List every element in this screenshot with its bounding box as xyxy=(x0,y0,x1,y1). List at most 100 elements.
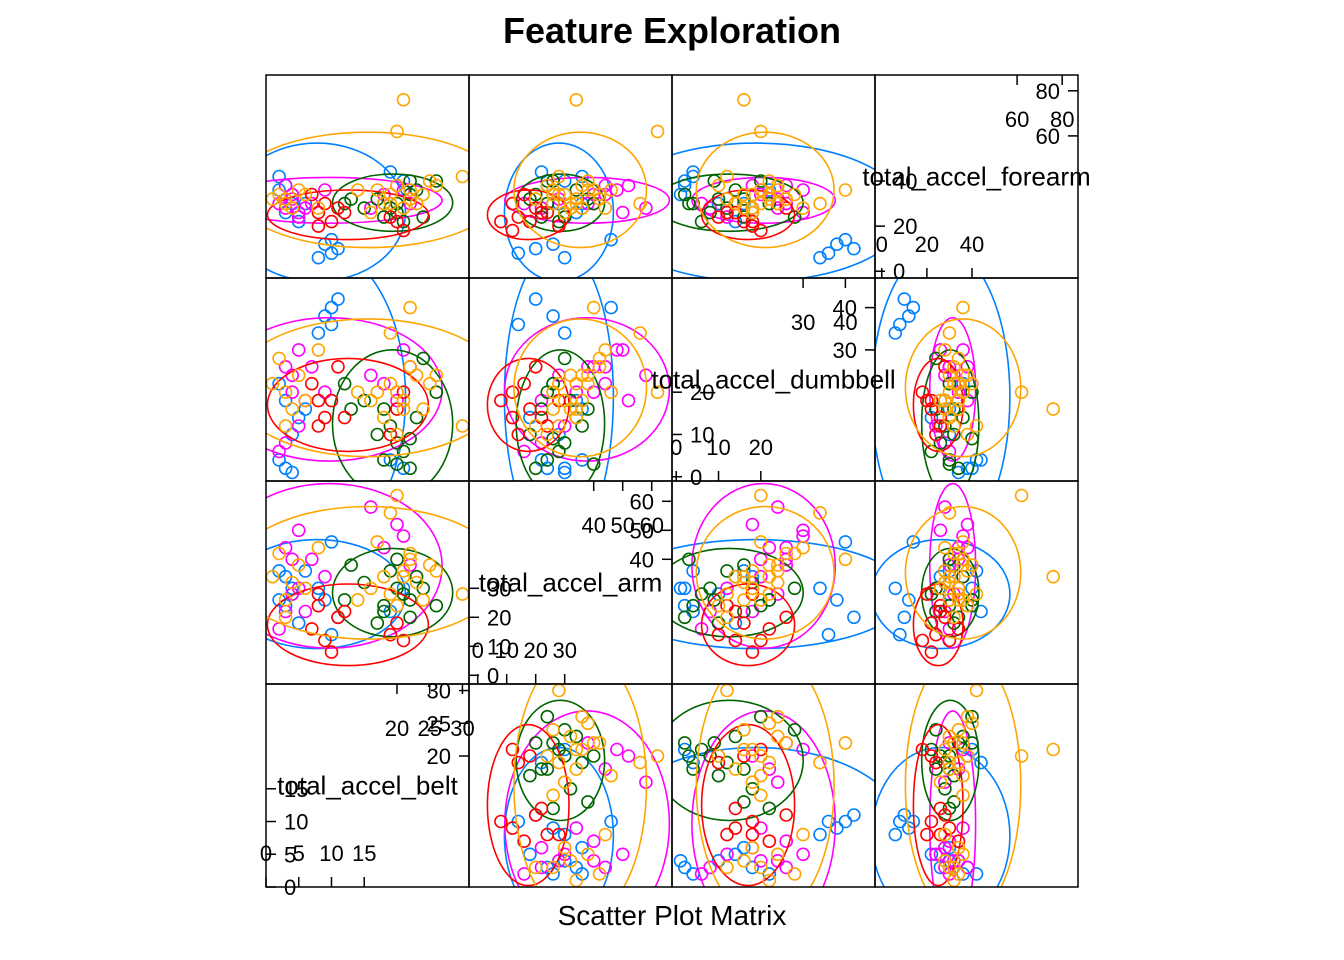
panel-points xyxy=(875,482,1060,667)
tick-label-left: 0 xyxy=(690,465,702,490)
data-point xyxy=(403,359,417,374)
data-point xyxy=(813,827,827,842)
data-point xyxy=(901,309,916,323)
data-point xyxy=(753,749,768,763)
data-point xyxy=(546,722,560,737)
data-point xyxy=(933,436,948,450)
data-point xyxy=(311,201,326,215)
data-ellipse xyxy=(695,131,835,249)
data-ellipse xyxy=(695,505,835,640)
data-point xyxy=(711,616,726,630)
data-ellipse xyxy=(331,349,454,481)
data-point xyxy=(677,610,692,625)
data-point xyxy=(682,749,696,763)
tick-label-top: 30 xyxy=(450,716,474,741)
data-ellipse xyxy=(266,142,407,278)
diagonal-label-total_accel_dumbbell: total_accel_dumbbell xyxy=(651,365,895,395)
data-ellipse xyxy=(503,142,615,278)
data-point xyxy=(745,581,760,596)
data-point xyxy=(523,402,537,416)
data-point xyxy=(969,684,984,698)
data-point xyxy=(557,465,572,480)
data-point xyxy=(956,768,970,783)
data-point xyxy=(951,465,966,480)
data-point xyxy=(455,419,469,433)
data-ellipse xyxy=(691,482,837,650)
data-point xyxy=(429,385,444,400)
data-point xyxy=(383,326,398,340)
data-point xyxy=(762,716,777,731)
data-point xyxy=(390,457,404,471)
data-point xyxy=(960,749,975,763)
data-point xyxy=(682,196,696,211)
data-point xyxy=(720,860,734,875)
data-point xyxy=(546,402,560,416)
data-point xyxy=(298,196,313,211)
data-point xyxy=(745,201,760,215)
data-point xyxy=(673,187,688,202)
data-point xyxy=(686,755,700,770)
panel-points xyxy=(266,93,469,278)
data-point xyxy=(344,192,358,206)
data-point xyxy=(938,853,952,868)
data-point xyxy=(540,427,555,442)
data-point xyxy=(598,343,613,357)
data-point xyxy=(337,410,352,425)
tick-label-left: 30 xyxy=(487,576,511,601)
data-ellipse xyxy=(928,482,977,650)
data-point xyxy=(753,633,768,648)
data-point xyxy=(370,535,385,549)
data-ellipse xyxy=(513,684,648,887)
data-point xyxy=(569,376,584,391)
data-point xyxy=(403,593,417,607)
data-point xyxy=(621,178,636,193)
data-point xyxy=(711,196,726,211)
data-point xyxy=(494,814,508,829)
data-point xyxy=(586,457,601,471)
data-point xyxy=(540,709,555,724)
data-ellipse xyxy=(331,547,454,638)
data-point xyxy=(390,598,404,613)
data-ellipse xyxy=(672,699,804,822)
data-point xyxy=(762,558,777,572)
data-point xyxy=(720,587,734,601)
data-point xyxy=(965,376,979,391)
data-point xyxy=(324,300,339,315)
data-point xyxy=(390,552,404,567)
data-point xyxy=(534,801,549,816)
data-point xyxy=(924,742,939,757)
data-point xyxy=(534,410,549,425)
data-point xyxy=(505,742,520,757)
data-point xyxy=(523,749,537,763)
data-ellipse xyxy=(904,318,1022,458)
data-point xyxy=(546,385,560,400)
data-point xyxy=(838,183,853,197)
data-point xyxy=(796,201,810,215)
data-point xyxy=(416,593,431,607)
data-point xyxy=(711,598,726,613)
data-point xyxy=(838,535,853,549)
data-point xyxy=(779,546,794,561)
data-point xyxy=(557,187,572,202)
data-point xyxy=(586,385,601,400)
data-point xyxy=(586,834,601,849)
data-point xyxy=(847,808,861,822)
data-point xyxy=(969,419,984,433)
data-point xyxy=(390,385,404,400)
data-point xyxy=(311,587,326,601)
data-point xyxy=(528,461,543,476)
data-point xyxy=(938,540,952,555)
data-point xyxy=(350,385,365,400)
data-point xyxy=(390,488,404,503)
data-point xyxy=(278,436,293,450)
data-point xyxy=(291,558,306,572)
data-point xyxy=(830,237,844,251)
data-point xyxy=(311,219,326,233)
data-point xyxy=(947,376,961,391)
data-point xyxy=(604,385,618,400)
data-point xyxy=(370,183,385,197)
data-point xyxy=(383,187,398,202)
data-point xyxy=(586,183,601,197)
data-point xyxy=(888,827,903,842)
